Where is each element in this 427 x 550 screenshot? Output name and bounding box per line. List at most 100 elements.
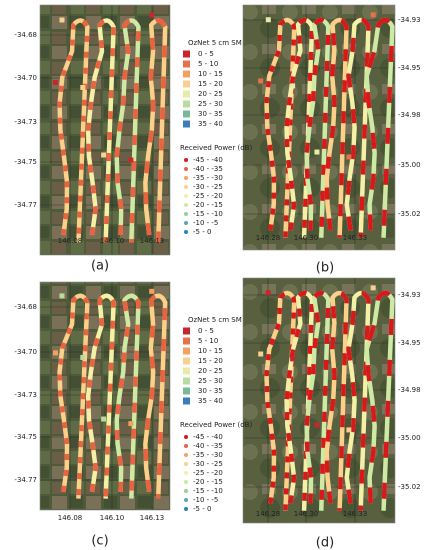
- sm-station: [314, 149, 320, 155]
- legend-label: -15 - -10: [193, 487, 223, 495]
- track-overlay: [264, 17, 297, 238]
- legend-label: -30 - -25: [193, 183, 223, 191]
- legend-dot: [184, 489, 188, 493]
- x-tick-label: 146.08: [58, 237, 83, 245]
- legend-label: -5 - 0: [193, 505, 211, 513]
- map-panel: [40, 5, 170, 255]
- legend-dot: [184, 221, 188, 225]
- legend-label: 0 - 5: [198, 327, 214, 335]
- track-overlay: [114, 18, 141, 243]
- legend-label: -40 - -35: [193, 442, 223, 450]
- legend-label: -25 - -20: [193, 192, 223, 200]
- x-tick-label: 146.30: [294, 510, 319, 518]
- legend-title: OzNet 5 cm SM: [188, 39, 242, 47]
- legend-dot: [184, 230, 188, 234]
- y-tick-label: -34.77: [14, 476, 37, 484]
- track: [284, 290, 315, 511]
- sm-station: [346, 154, 352, 160]
- legend-label: -35 - -30: [193, 174, 223, 182]
- sm-station: [53, 80, 58, 85]
- sm-station: [258, 78, 264, 84]
- y-tick-label: -34.70: [14, 348, 37, 356]
- legend-swatch: [183, 120, 190, 128]
- legend-label: -20 - -15: [193, 478, 223, 486]
- legend-dot: [184, 167, 188, 171]
- track-overlay: [85, 293, 116, 499]
- track-overlay: [304, 290, 331, 511]
- track-overlay: [304, 17, 331, 238]
- legend-dot: [184, 435, 188, 439]
- y-tick-label: -35.02: [398, 483, 421, 491]
- legend-label: -35 - -30: [193, 451, 223, 459]
- sm-station: [59, 293, 65, 299]
- legend-label: 30 - 35: [198, 387, 223, 395]
- legend-label: 15 - 20: [198, 80, 223, 88]
- legend-label: 5 - 10: [198, 60, 218, 68]
- track-overlay: [143, 293, 168, 499]
- legend-swatch: [183, 70, 190, 78]
- legend-label: 25 - 30: [198, 377, 223, 385]
- x-tick-label: 146.28: [256, 510, 281, 518]
- x-tick-label: 146.08: [58, 514, 83, 522]
- legend-swatch: [183, 357, 190, 365]
- track-overlay: [57, 293, 90, 499]
- legend-label: -40 - -35: [193, 165, 223, 173]
- legend-label: -20 - -15: [193, 201, 223, 209]
- sm-station: [149, 288, 155, 294]
- sm-station: [128, 157, 134, 163]
- track-overlay: [143, 18, 168, 243]
- legend-swatch: [183, 50, 190, 58]
- map-frame: [242, 277, 396, 524]
- y-tick-label: -34.93: [398, 291, 421, 299]
- sm-station: [290, 83, 296, 89]
- panel-label: (d): [316, 536, 334, 550]
- legend-dot: [184, 185, 188, 189]
- legend-swatch: [183, 397, 190, 405]
- map-panel: [40, 282, 170, 510]
- legend-label: 20 - 25: [198, 90, 223, 98]
- sm-station: [370, 285, 376, 291]
- sm-station: [346, 427, 352, 433]
- legend-dot: [184, 212, 188, 216]
- track-overlay: [364, 17, 395, 238]
- sm-station: [101, 152, 107, 158]
- y-tick-label: -34.95: [398, 339, 421, 347]
- legend-label: 0 - 5: [198, 50, 214, 58]
- legend-swatch: [183, 327, 190, 335]
- track-overlay: [57, 18, 90, 243]
- legend-dot: [184, 498, 188, 502]
- legend-label: -15 - -10: [193, 210, 223, 218]
- y-tick-label: -34.68: [14, 31, 37, 39]
- y-tick-label: -34.73: [14, 391, 37, 399]
- track-overlay: [324, 17, 349, 238]
- legend-label: 35 - 40: [198, 397, 223, 405]
- legend-label: 20 - 25: [198, 367, 223, 375]
- y-tick-label: -34.75: [14, 158, 37, 166]
- legend-swatch: [183, 367, 190, 375]
- map-panel: [243, 5, 395, 250]
- x-tick-label: 146.30: [294, 234, 319, 242]
- x-tick-label: 146.10: [100, 514, 125, 522]
- track-overlay: [85, 18, 116, 243]
- legend-swatch: [183, 100, 190, 108]
- legend-title: Received Power (dB): [180, 421, 252, 429]
- track-overlay: [364, 290, 395, 511]
- legend-dot: [184, 444, 188, 448]
- legend-dot: [184, 453, 188, 457]
- legend-swatch: [183, 377, 190, 385]
- track-overlay: [344, 17, 371, 238]
- map-panel: [243, 278, 395, 523]
- x-tick-label: 146.10: [100, 237, 125, 245]
- legend-label: 5 - 10: [198, 337, 218, 345]
- legend-label: 30 - 35: [198, 110, 223, 118]
- y-tick-label: -34.68: [14, 303, 37, 311]
- y-tick-label: -34.93: [398, 16, 421, 24]
- track-overlay: [264, 290, 297, 511]
- track-overlay: [114, 293, 141, 499]
- sm-station: [80, 85, 86, 90]
- sm-station: [101, 416, 107, 422]
- x-tick-label: 146.13: [140, 514, 165, 522]
- legend-dot: [184, 203, 188, 207]
- legend-label: -10 - -5: [193, 219, 218, 227]
- legend-swatch: [183, 90, 190, 98]
